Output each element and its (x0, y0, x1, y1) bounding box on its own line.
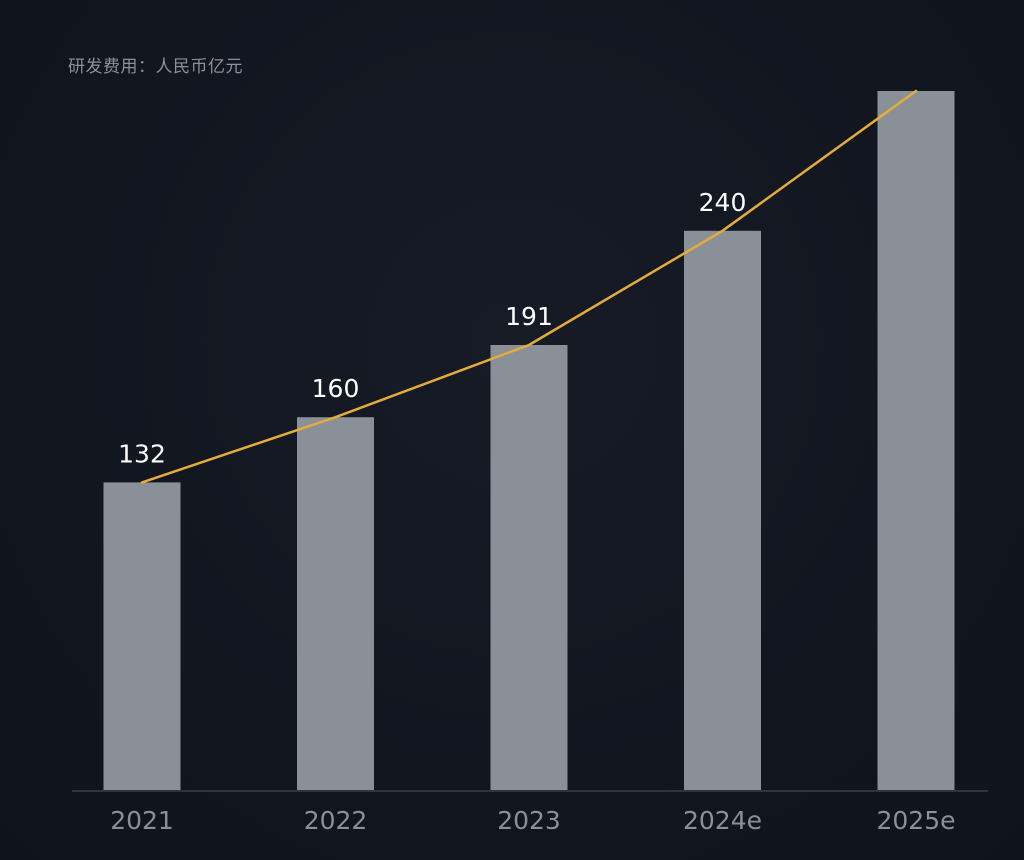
x-tick-labels-group: 2021 2022 2023 2024e 2025e (110, 806, 955, 835)
bar-2025e (877, 91, 955, 790)
bars-group (103, 91, 955, 791)
data-label-2023: 191 (505, 302, 553, 331)
bar-2024e (684, 230, 761, 791)
bar-2021 (103, 482, 181, 790)
x-tick-label-2024e: 2024e (683, 806, 762, 835)
x-tick-label-2021: 2021 (110, 806, 174, 835)
trend-line (140, 89, 918, 484)
data-labels-group: 132 160 191 240 (118, 188, 746, 469)
data-label-2022: 160 (312, 374, 360, 403)
bar-2023 (490, 345, 568, 790)
bar-2022 (297, 417, 374, 790)
x-tick-label-2025e: 2025e (876, 806, 955, 835)
x-tick-label-2023: 2023 (497, 806, 561, 835)
unit-label: 研发费用：人民币亿元 (68, 57, 243, 77)
data-label-2024e: 240 (699, 188, 747, 217)
data-label-2021: 132 (118, 439, 166, 468)
x-tick-label-2022: 2022 (304, 806, 368, 835)
